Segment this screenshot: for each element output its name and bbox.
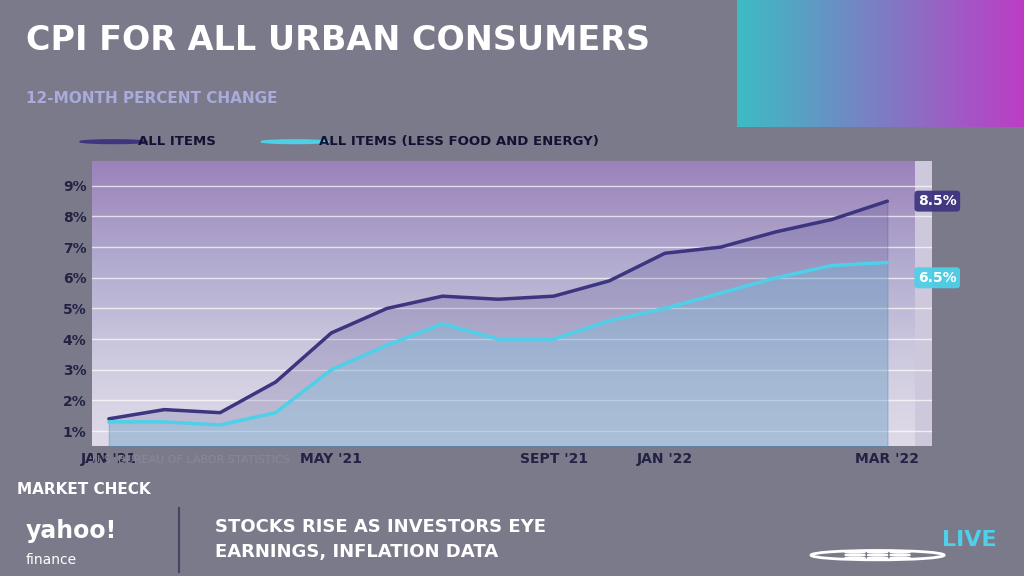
Circle shape xyxy=(867,555,888,556)
Circle shape xyxy=(890,558,910,559)
Text: U.S. BUREAU OF LABOR STATISTICS: U.S. BUREAU OF LABOR STATISTICS xyxy=(92,455,290,465)
Circle shape xyxy=(261,140,329,143)
Circle shape xyxy=(80,140,147,143)
Text: STOCKS RISE AS INVESTORS EYE
EARNINGS, INFLATION DATA: STOCKS RISE AS INVESTORS EYE EARNINGS, I… xyxy=(215,518,546,562)
Circle shape xyxy=(845,555,865,556)
Text: CPI FOR ALL URBAN CONSUMERS: CPI FOR ALL URBAN CONSUMERS xyxy=(26,24,649,57)
Text: ALL ITEMS (LESS FOOD AND ENERGY): ALL ITEMS (LESS FOOD AND ENERGY) xyxy=(319,135,599,148)
Text: ALL ITEMS: ALL ITEMS xyxy=(138,135,216,148)
Text: 12-MONTH PERCENT CHANGE: 12-MONTH PERCENT CHANGE xyxy=(26,92,278,107)
Circle shape xyxy=(845,558,865,559)
Circle shape xyxy=(890,555,910,556)
Text: MARKET CHECK: MARKET CHECK xyxy=(17,482,151,497)
Circle shape xyxy=(867,552,888,553)
Text: 8.5%: 8.5% xyxy=(918,194,956,208)
Circle shape xyxy=(890,552,910,553)
Text: finance: finance xyxy=(26,553,77,567)
Circle shape xyxy=(867,558,888,559)
Circle shape xyxy=(845,552,865,553)
Text: LIVE: LIVE xyxy=(942,530,996,550)
Text: yahoo!: yahoo! xyxy=(26,520,117,543)
Text: 6.5%: 6.5% xyxy=(918,271,956,285)
